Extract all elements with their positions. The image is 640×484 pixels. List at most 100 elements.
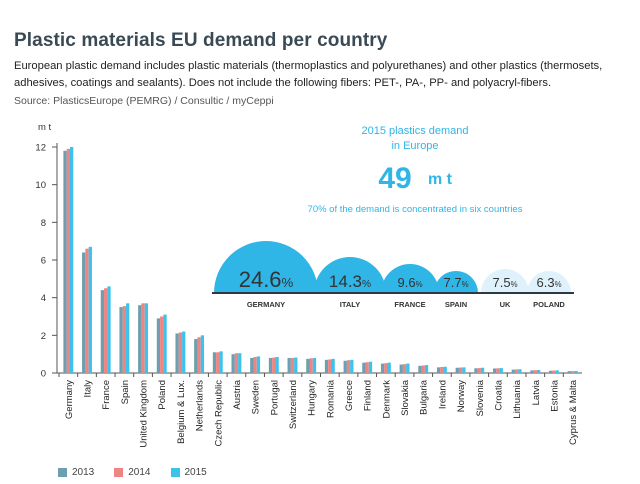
y-tick-label: 8 bbox=[41, 218, 46, 229]
bar-2014-estonia bbox=[552, 370, 556, 373]
bar-2015-cyprus-malta bbox=[574, 370, 578, 373]
bar-2013-finland bbox=[362, 362, 366, 373]
bar-2015-romania bbox=[331, 358, 335, 373]
bar-2013-france bbox=[100, 290, 105, 373]
bar-2013-portugal bbox=[268, 357, 273, 373]
x-tick-label: Norway bbox=[456, 380, 467, 412]
bar-2014-croatia bbox=[496, 368, 500, 373]
x-tick-label: France bbox=[101, 380, 112, 410]
bar-2015-austria bbox=[238, 353, 242, 373]
x-tick-label: Switzerland bbox=[288, 380, 299, 429]
legend-item-2014: 2014 bbox=[114, 467, 151, 478]
bar-2014-france bbox=[104, 288, 108, 373]
bar-2014-united-kingdom bbox=[141, 303, 145, 373]
bar-2015-netherlands bbox=[200, 335, 205, 373]
x-tick-label: Poland bbox=[157, 380, 168, 410]
bar-2013-germany bbox=[63, 150, 67, 373]
x-tick-label: Slovenia bbox=[475, 379, 486, 416]
legend-label-2015: 2015 bbox=[184, 467, 207, 478]
bar-2015-spain bbox=[126, 303, 130, 373]
bar-2015-switzerland bbox=[294, 357, 298, 373]
bar-2014-germany bbox=[66, 148, 70, 373]
bar-2015-slovakia bbox=[406, 363, 410, 373]
bar-2015-finland bbox=[368, 361, 373, 373]
bar-2014-latvia bbox=[533, 370, 537, 373]
bar-2014-slovenia bbox=[477, 368, 481, 373]
bar-2014-lithuania bbox=[514, 369, 519, 373]
bar-2014-romania bbox=[328, 359, 332, 373]
x-tick-label: Bulgaria bbox=[419, 379, 430, 415]
bar-2014-cyprus-malta bbox=[571, 371, 575, 373]
bar-2013-ireland bbox=[436, 367, 441, 373]
bar-2015-lithuania bbox=[518, 369, 522, 373]
bar-2014-spain bbox=[122, 306, 127, 373]
share-dome-germany bbox=[214, 241, 318, 293]
callout-unit: m t bbox=[428, 171, 453, 188]
bar-2015-estonia bbox=[555, 370, 559, 373]
x-tick-label: Ireland bbox=[437, 380, 448, 409]
share-country-uk: UK bbox=[500, 300, 511, 309]
chart-subtitle: European plastic demand includes plastic… bbox=[14, 60, 603, 89]
x-tick-label: Austria bbox=[232, 379, 243, 409]
bar-2014-austria bbox=[234, 353, 239, 373]
bar-2014-italy bbox=[85, 248, 89, 373]
x-tick-label: Spain bbox=[120, 380, 131, 404]
x-tick-label: Belgium & Lux. bbox=[176, 380, 187, 444]
x-tick-label: Latvia bbox=[531, 379, 542, 405]
x-tick-label: Finland bbox=[363, 380, 374, 411]
legend-swatch-2015 bbox=[170, 468, 180, 477]
bar-2015-croatia bbox=[499, 368, 503, 373]
bar-2014-slovakia bbox=[402, 364, 407, 373]
y-tick-label: 4 bbox=[41, 293, 46, 304]
bar-2014-finland bbox=[365, 362, 369, 373]
bar-2013-slovakia bbox=[399, 364, 403, 373]
bar-2015-hungary bbox=[312, 357, 317, 373]
bar-2015-slovenia bbox=[480, 367, 485, 373]
share-value-spain: 7.7% bbox=[443, 275, 468, 290]
bar-2014-netherlands bbox=[197, 337, 201, 373]
x-tick-label: Sweden bbox=[251, 380, 262, 414]
chart-title: Plastic materials EU demand per country bbox=[14, 30, 388, 51]
y-tick-label: 2 bbox=[41, 331, 46, 342]
share-country-spain: SPAIN bbox=[445, 300, 467, 309]
bar-2013-lithuania bbox=[511, 369, 515, 373]
bar-2014-poland bbox=[160, 316, 164, 373]
bar-2013-sweden bbox=[250, 357, 254, 373]
bar-2015-bulgaria bbox=[424, 365, 429, 373]
legend-item-2013: 2013 bbox=[58, 467, 94, 478]
share-country-germany: GERMANY bbox=[247, 300, 285, 309]
share-country-italy: ITALY bbox=[340, 300, 360, 309]
bar-2014-switzerland bbox=[290, 357, 295, 373]
share-value-italy: 14.3% bbox=[329, 272, 371, 291]
share-country-poland: POLAND bbox=[533, 300, 565, 309]
share-dome-spain bbox=[434, 271, 478, 293]
x-tick-label: Estonia bbox=[549, 379, 560, 411]
x-tick-label: Slovakia bbox=[400, 379, 411, 416]
share-domes: 24.6% GERMANY 14.3% ITALY 9.6% FRANCE 7.7% SPAI… bbox=[212, 241, 574, 309]
bar-2015-germany bbox=[69, 147, 74, 373]
share-value-uk: 7.5% bbox=[492, 275, 517, 290]
bar-2015-france bbox=[107, 286, 111, 373]
bar-2015-united-kingdom bbox=[144, 303, 149, 373]
x-tick-label: Hungary bbox=[307, 380, 318, 416]
x-tick-label: Denmark bbox=[381, 380, 392, 419]
bar-2013-slovenia bbox=[474, 368, 478, 373]
x-tick-label: Romania bbox=[325, 379, 336, 418]
bar-2015-ireland bbox=[443, 366, 447, 373]
bar-2015-sweden bbox=[256, 356, 261, 373]
bar-2013-croatia bbox=[492, 368, 497, 373]
chart-axes: m t 0 2 4 6 8 10 12 bbox=[35, 122, 582, 380]
chart-source: Source: PlasticsEurope (PEMRG) / Consult… bbox=[14, 95, 274, 107]
bar-2013-norway bbox=[455, 367, 459, 373]
share-dome-poland bbox=[527, 271, 571, 293]
bar-2015-latvia bbox=[536, 369, 541, 373]
bar-2013-belgium-lux- bbox=[175, 333, 179, 373]
bar-2014-ireland bbox=[440, 366, 444, 373]
bar-2014-denmark bbox=[384, 363, 388, 373]
y-tick-label: 6 bbox=[41, 256, 46, 267]
bar-2014-portugal bbox=[272, 357, 276, 373]
x-tick-label: Portugal bbox=[269, 380, 280, 415]
bar-2013-cyprus-malta bbox=[567, 371, 572, 373]
x-tick-label: Italy bbox=[83, 380, 94, 398]
